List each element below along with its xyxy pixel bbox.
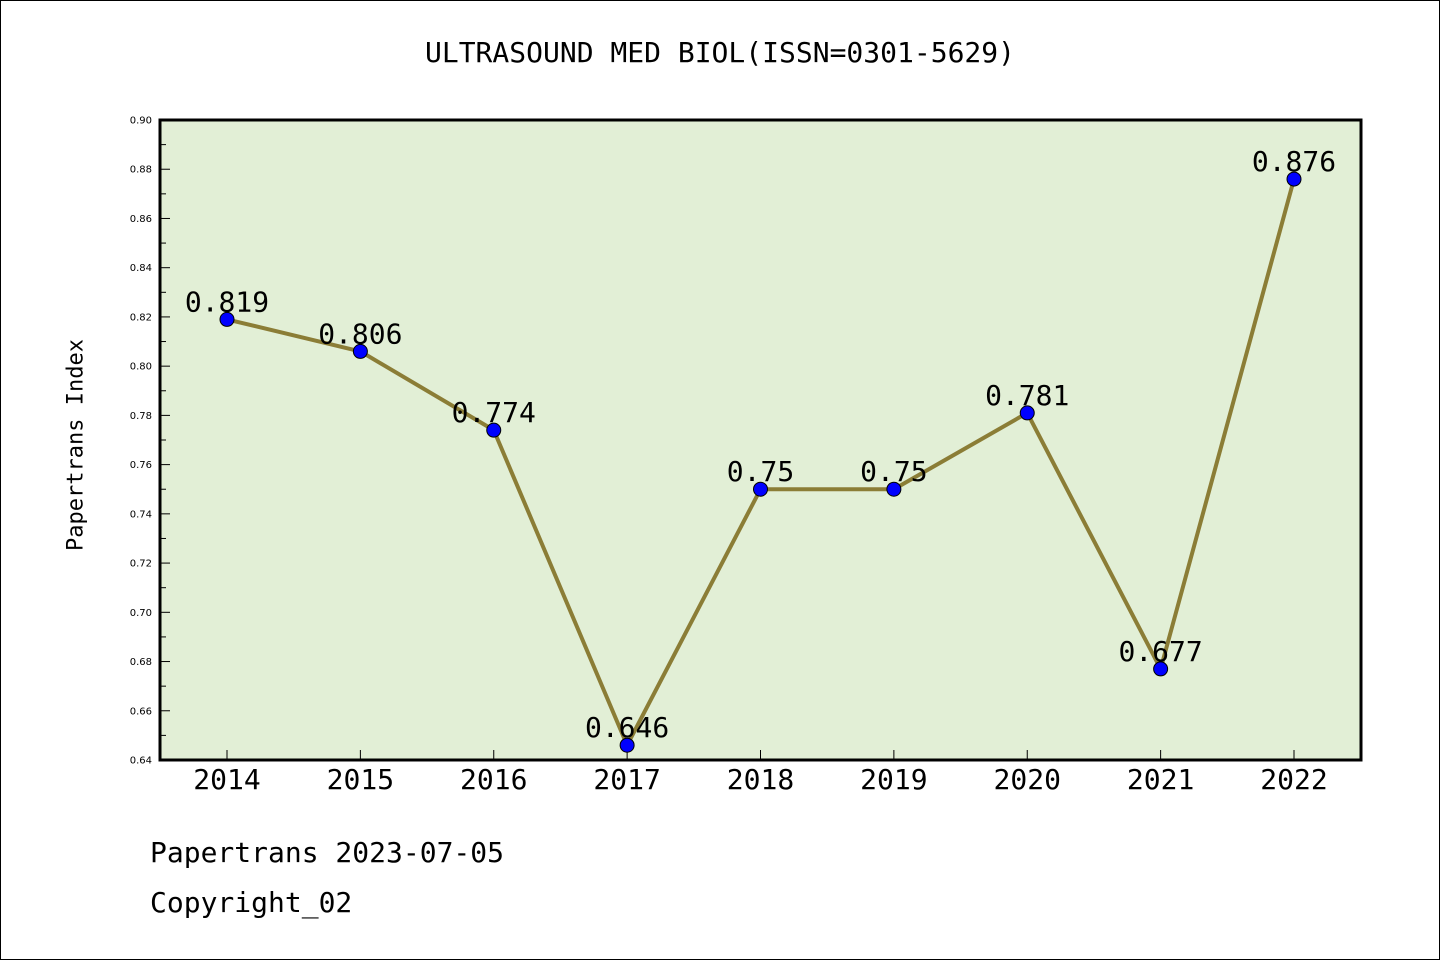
y-tick-label: 0.86 (130, 214, 152, 225)
x-tick-label-2019: 2019 (860, 763, 927, 796)
x-tick-label-2015: 2015 (327, 763, 394, 796)
plot-border (158, 118, 1363, 762)
y-tick-label: 0.64 (130, 756, 152, 767)
data-label-2017: 0.646 (585, 711, 669, 744)
data-point-2015 (352, 343, 368, 359)
x-tick-label-2017: 2017 (593, 763, 660, 796)
data-point-2016 (486, 422, 502, 438)
data-label-2015: 0.806 (318, 317, 402, 350)
y-tick-label: 0.80 (130, 362, 152, 373)
y-tick-label: 0.66 (130, 706, 152, 717)
y-tick-label: 0.78 (130, 411, 152, 422)
data-point-2014 (219, 311, 235, 327)
data-label-2022: 0.876 (1252, 145, 1336, 178)
y-tick-label: 0.74 (130, 509, 152, 520)
data-point-2019 (886, 481, 902, 497)
y-tick-label: 0.70 (130, 608, 152, 619)
y-tick-label: 0.68 (130, 657, 152, 668)
y-tick-label: 0.84 (130, 263, 152, 274)
data-label-2020: 0.781 (985, 379, 1069, 412)
x-tick-label-2014: 2014 (193, 763, 260, 796)
chart-title: ULTRASOUND MED BIOL(ISSN=0301-5629) (424, 36, 1015, 69)
plot-area (160, 120, 1361, 760)
data-label-2021: 0.677 (1118, 635, 1202, 668)
footer-date: Papertrans 2023-07-05 (150, 836, 505, 869)
y-tick-label: 0.72 (130, 559, 152, 570)
data-label-2019: 0.75 (860, 455, 927, 488)
x-tick-label-2020: 2020 (994, 763, 1061, 796)
y-tick-label: 0.76 (130, 460, 152, 471)
data-point-2017 (619, 737, 635, 753)
y-tick-label: 0.88 (130, 165, 152, 176)
x-tick-label-2021: 2021 (1127, 763, 1194, 796)
y-tick-label: 0.82 (130, 312, 152, 323)
data-label-2014: 0.819 (185, 285, 269, 318)
x-tick-label-2022: 2022 (1260, 763, 1327, 796)
x-tick-label-2018: 2018 (727, 763, 794, 796)
data-point-2021 (1153, 661, 1169, 677)
footer-copyright: Copyright_02 (150, 886, 353, 919)
data-point-2018 (753, 481, 768, 497)
data-label-2018: 0.75 (727, 455, 794, 488)
y-tick-label: 0.90 (130, 116, 152, 127)
x-tick-label-2016: 2016 (460, 763, 527, 796)
data-label-2016: 0.774 (452, 396, 536, 429)
data-point-2022 (1286, 171, 1302, 187)
data-point-2020 (1019, 405, 1035, 421)
